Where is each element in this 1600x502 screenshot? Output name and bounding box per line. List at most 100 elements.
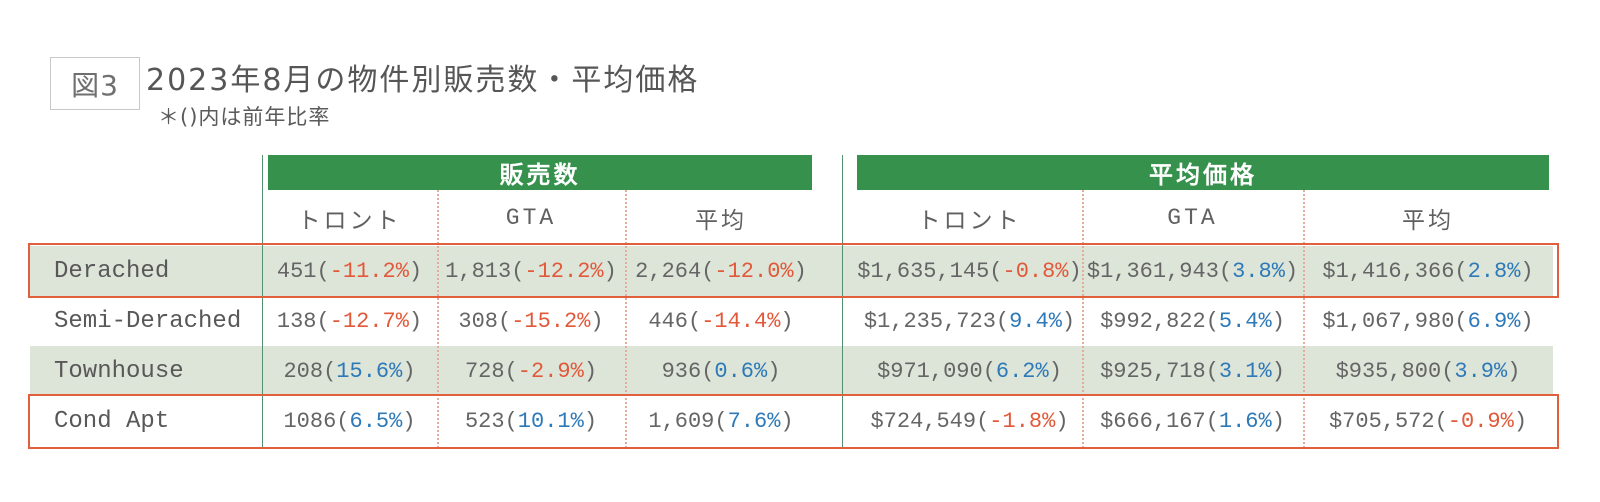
cell-value: 728: [464, 358, 505, 384]
pct-change: 5.4%: [1218, 308, 1272, 334]
paren-close: ): [767, 358, 781, 384]
stat-cell: 2,264(-12.0%): [625, 246, 817, 296]
cell-value: $724,549: [870, 408, 977, 434]
stat-cell: $971,090(6.2%): [857, 346, 1082, 396]
cell-value: $925,718: [1100, 358, 1206, 384]
cell-value: 936: [661, 358, 702, 384]
table-body: Derached 451(-11.2%) 1,813(-12.2%) 2,264(-1…: [30, 246, 1553, 446]
cell-value: 308: [458, 308, 498, 334]
stat-cell: 1086(6.5%): [262, 396, 437, 446]
row-label: Derached: [54, 257, 170, 285]
cell-value: $1,361,943: [1086, 258, 1219, 284]
paren-open: (: [1434, 408, 1448, 434]
pct-change: 3.1%: [1218, 358, 1272, 384]
property-stats-table: 販売数 平均価格 トロント GTA 平均 トロント GTA 平均 Derache…: [28, 155, 1559, 455]
paren-close: ): [1068, 258, 1082, 284]
paren-open: (: [995, 308, 1010, 334]
column-header-price-toronto: トロント: [917, 209, 1022, 235]
gap-cell: [817, 396, 857, 446]
paren-open: (: [504, 358, 518, 384]
cell-value: 523: [464, 408, 505, 434]
paren-close: ): [1271, 408, 1285, 434]
pct-change: 9.4%: [1009, 308, 1062, 334]
paren-open: (: [687, 308, 702, 334]
column-header-price-gta: GTA: [1167, 205, 1218, 231]
pct-change: -1.8%: [989, 408, 1056, 434]
cell-value: 208: [283, 358, 324, 384]
paren-close: ): [1520, 308, 1534, 334]
paren-open: (: [976, 408, 990, 434]
column-header-sales-average: 平均: [695, 209, 747, 235]
paren-close: ): [1284, 258, 1299, 284]
stat-cell: 208(15.6%): [262, 346, 437, 396]
stat-cell: $705,572(-0.9%): [1303, 396, 1553, 446]
stat-cell: $1,067,980(6.9%): [1303, 296, 1553, 346]
pct-change: -11.2%: [329, 258, 409, 284]
cell-value: $1,635,145: [857, 258, 990, 284]
dotted-column-divider: [1082, 190, 1084, 448]
cell-value: $705,572: [1328, 408, 1435, 434]
column-header-sales-gta: GTA: [505, 205, 557, 231]
pct-change: -12.7%: [329, 308, 409, 334]
vertical-divider-left: [262, 155, 263, 448]
paren-open: (: [497, 308, 512, 334]
cell-value: 138: [276, 308, 317, 334]
vertical-divider-middle: [842, 155, 843, 448]
paren-open: (: [982, 358, 996, 384]
pct-change: 6.9%: [1467, 308, 1521, 334]
pct-change: -0.9%: [1447, 408, 1514, 434]
column-header-row: トロント GTA 平均 トロント GTA 平均: [30, 190, 1553, 246]
page-note: ＊()内は前年比率: [158, 105, 331, 129]
paren-close: ): [780, 408, 794, 434]
row-label: Cond Apt: [54, 407, 170, 435]
paren-close: ): [1271, 358, 1285, 384]
paren-open: (: [336, 408, 350, 434]
paren-close: ): [1271, 308, 1285, 334]
paren-open: (: [1454, 308, 1468, 334]
stat-cell: $925,718(3.1%): [1082, 346, 1303, 396]
table-row: Derached 451(-11.2%) 1,813(-12.2%) 2,264(-1…: [30, 246, 1553, 296]
pct-change: -15.2%: [511, 308, 591, 334]
cell-value: 1,813: [445, 258, 512, 284]
paren-close: ): [583, 408, 598, 434]
cell-value: $1,067,980: [1322, 308, 1455, 334]
paren-close: ): [583, 358, 598, 384]
stat-cell: 138(-12.7%): [262, 296, 437, 346]
stat-cell: 308(-15.2%): [437, 296, 625, 346]
figure-badge: 図3: [50, 57, 140, 110]
table-row: Semi-Derached 138(-12.7%) 308(-15.2%) 446(-…: [30, 296, 1553, 346]
pct-change: 0.6%: [714, 358, 768, 384]
row-label: Townhouse: [54, 357, 184, 385]
pct-change: 1.6%: [1218, 408, 1272, 434]
paren-close: ): [402, 358, 416, 384]
pct-change: 6.2%: [995, 358, 1049, 384]
group-header-avg-price: 平均価格: [857, 155, 1549, 190]
dotted-column-divider: [625, 190, 627, 448]
cell-value: $666,167: [1100, 408, 1206, 434]
stat-cell: 451(-11.2%): [262, 246, 437, 296]
gap-cell: [817, 346, 857, 396]
paren-open: (: [714, 408, 728, 434]
gap-cell: [817, 296, 857, 346]
paren-close: ): [402, 408, 416, 434]
paren-close: ): [1061, 308, 1076, 334]
pct-change: 10.1%: [517, 408, 584, 434]
column-header-price-average: 平均: [1402, 209, 1454, 235]
stat-cell: $724,549(-1.8%): [857, 396, 1082, 446]
stat-cell: $935,800(3.9%): [1303, 346, 1553, 396]
stat-cell: $666,167(1.6%): [1082, 396, 1303, 446]
group-header-sales: 販売数: [268, 155, 812, 190]
paren-close: ): [793, 258, 807, 284]
pct-change: -2.9%: [517, 358, 584, 384]
cell-value: $1,235,723: [863, 308, 996, 334]
row-label: Semi-Derached: [54, 307, 242, 335]
paren-close: ): [1507, 358, 1521, 384]
cell-value: $935,800: [1335, 358, 1442, 384]
cell-value: 451: [276, 258, 317, 284]
paren-open: (: [323, 358, 337, 384]
paren-open: (: [1441, 358, 1455, 384]
paren-open: (: [504, 408, 518, 434]
stat-cell: 728(-2.9%): [437, 346, 625, 396]
column-header-sales-toronto: トロント: [297, 209, 402, 235]
table-row: Townhouse 208(15.6%) 728(-2.9%) 936(0.6%) $9…: [30, 346, 1553, 396]
